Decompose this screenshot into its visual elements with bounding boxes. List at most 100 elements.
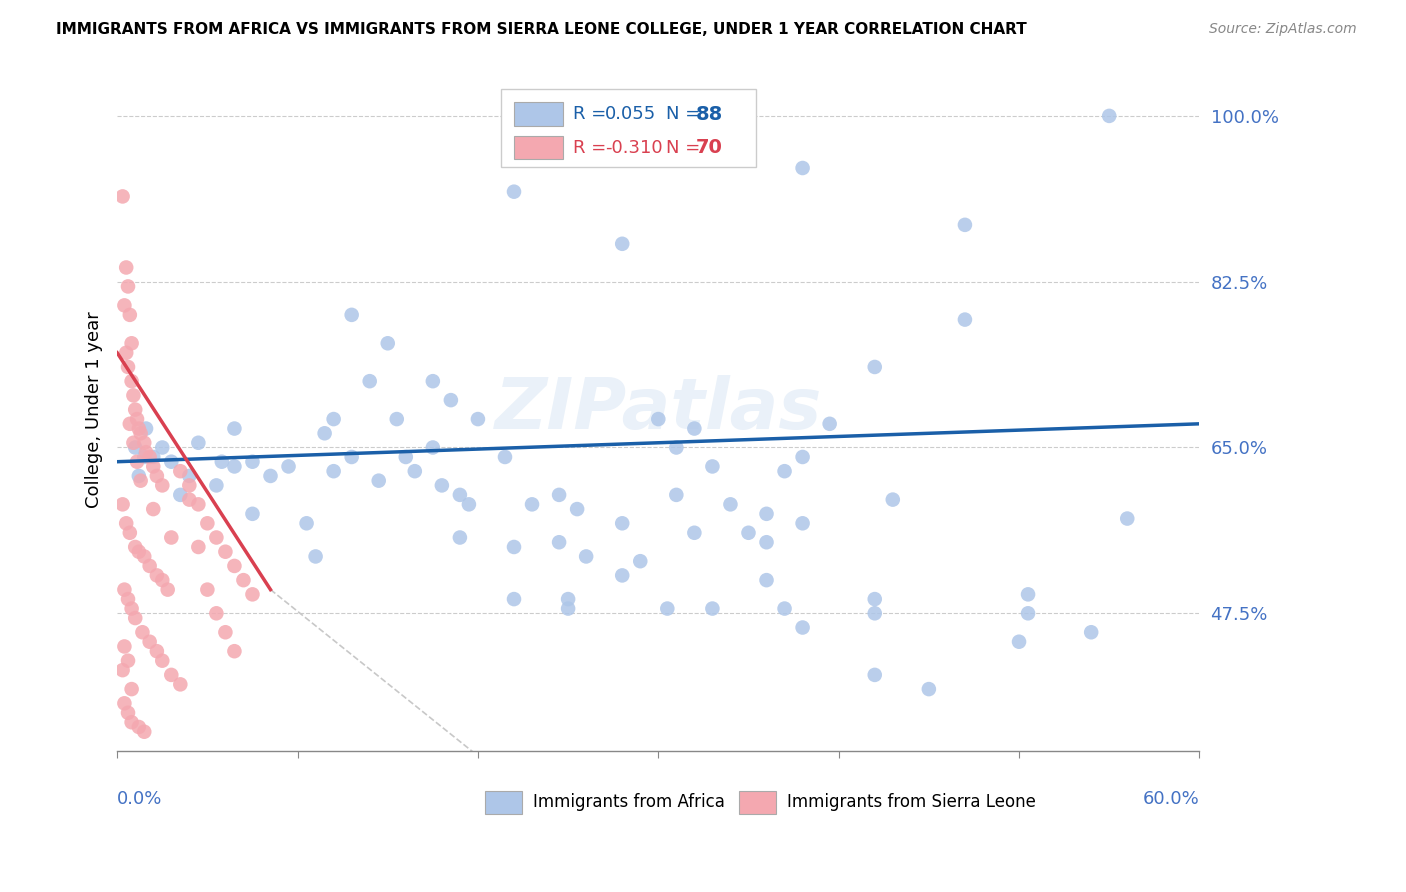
Text: Immigrants from Sierra Leone: Immigrants from Sierra Leone (787, 793, 1036, 811)
Point (211, 455, 233, 469)
Point (205, 531, 228, 545)
Point (340, 308, 363, 322)
Bar (502, 89, 755, 168)
Text: N =: N = (666, 105, 706, 123)
Point (112, 696, 135, 710)
Point (322, 412, 344, 426)
Point (792, 516, 814, 531)
Point (557, 592, 579, 607)
Point (557, 601, 579, 615)
Text: IMMIGRANTS FROM AFRICA VS IMMIGRANTS FROM SIERRA LEONE COLLEGE, UNDER 1 YEAR COR: IMMIGRANTS FROM AFRICA VS IMMIGRANTS FRO… (56, 22, 1026, 37)
Point (129, 474, 152, 488)
Point (665, 488, 688, 502)
Text: 0.055: 0.055 (605, 105, 657, 123)
Point (124, 441, 146, 455)
Point (112, 640, 135, 654)
Y-axis label: College, Under 1 year: College, Under 1 year (86, 311, 103, 508)
Point (118, 417, 141, 431)
Point (115, 260, 138, 275)
Text: 60.0%: 60.0% (1143, 789, 1199, 807)
Point (430, 478, 453, 492)
Point (422, 374, 444, 388)
Point (169, 464, 191, 478)
Point (121, 682, 143, 697)
Point (863, 359, 886, 374)
Point (1116, 511, 1139, 525)
Point (367, 474, 389, 488)
Point (205, 478, 228, 492)
Point (179, 478, 201, 492)
Point (214, 625, 236, 640)
Point (121, 374, 143, 388)
Point (214, 545, 236, 559)
Text: 88: 88 (696, 104, 724, 124)
Point (440, 393, 463, 408)
Point (146, 644, 169, 658)
Point (124, 540, 146, 554)
Point (395, 450, 418, 464)
Point (187, 497, 209, 511)
Point (647, 412, 669, 426)
Point (575, 549, 598, 564)
Point (503, 185, 526, 199)
Text: 70: 70 (696, 138, 723, 157)
Point (1098, 109, 1121, 123)
Point (134, 549, 156, 564)
Point (755, 535, 778, 549)
Point (953, 312, 976, 326)
Point (458, 497, 481, 511)
Point (882, 492, 904, 507)
Point (121, 336, 143, 351)
Bar (515, 103, 562, 126)
Point (863, 668, 886, 682)
Point (503, 540, 526, 554)
Point (169, 677, 191, 691)
Point (112, 298, 135, 312)
Bar (515, 136, 562, 160)
Point (156, 582, 179, 597)
Point (142, 502, 165, 516)
Point (565, 502, 588, 516)
Point (146, 568, 169, 582)
Point (422, 441, 444, 455)
Point (702, 601, 724, 615)
Point (449, 488, 471, 502)
Point (304, 549, 326, 564)
Point (138, 450, 160, 464)
Point (953, 218, 976, 232)
Text: Source: ZipAtlas.com: Source: ZipAtlas.com (1209, 22, 1357, 37)
Point (195, 582, 218, 597)
Point (242, 455, 264, 469)
Point (138, 558, 160, 573)
Point (129, 426, 152, 441)
Point (150, 478, 173, 492)
Point (122, 388, 145, 402)
Point (224, 459, 246, 474)
Point (134, 724, 156, 739)
Bar (740, 791, 776, 814)
Point (150, 573, 173, 587)
Point (117, 279, 139, 293)
Text: -0.310: -0.310 (605, 139, 662, 157)
Point (1080, 625, 1102, 640)
Point (720, 497, 742, 511)
Point (612, 516, 634, 531)
Point (385, 412, 408, 426)
Point (117, 706, 139, 720)
Point (359, 374, 381, 388)
Point (117, 592, 139, 607)
Point (755, 507, 778, 521)
Point (135, 421, 157, 435)
Point (1008, 634, 1031, 648)
Point (520, 497, 543, 511)
Point (117, 654, 139, 668)
Point (160, 531, 183, 545)
Point (242, 587, 264, 601)
Point (111, 189, 134, 203)
Point (224, 421, 246, 435)
Point (863, 607, 886, 621)
Point (121, 715, 143, 730)
Point (683, 421, 706, 435)
Point (259, 469, 281, 483)
Point (792, 620, 814, 634)
